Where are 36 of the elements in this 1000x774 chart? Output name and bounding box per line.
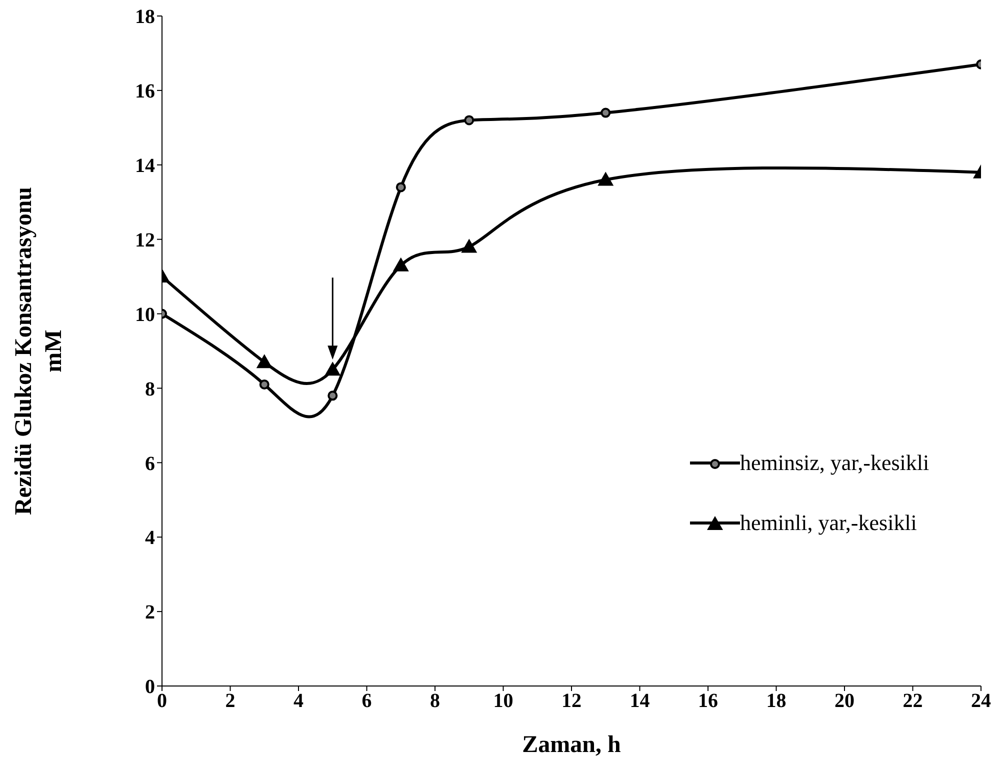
point [598,172,614,186]
point [324,362,341,376]
point [392,257,409,272]
x-tick-label: 10 [493,690,514,712]
y-tick-label: 18 [135,6,155,28]
y-axis-title: Rezidü Glukoz Konsantrasyonu mM [11,186,67,516]
x-tick-label: 8 [430,690,440,712]
point [600,108,611,118]
point [396,182,406,192]
x-axis-title: Zaman, h [522,732,621,758]
point [461,238,478,253]
x-tick-label: 16 [698,690,718,712]
x-tick-label: 22 [902,690,923,712]
point [328,390,338,401]
point [464,115,474,126]
x-tick-label: 6 [362,690,372,712]
x-tick-label: 12 [562,690,582,712]
y-tick-label: 14 [135,154,155,177]
x-tick-label: 18 [766,690,786,712]
y-tick-label: 8 [145,378,155,400]
y-tick-label: 12 [135,229,155,252]
y-tick-label: 16 [135,80,155,103]
x-tick-label: 20 [834,690,854,712]
legend-label: heminli, yar,-kesikli [740,510,917,536]
x-tick-label: 4 [294,690,304,712]
point [256,354,272,368]
x-tick-label: 24 [971,690,991,712]
y-tick-label: 10 [135,304,155,326]
y-tick-label: 0 [145,676,155,698]
y-tick-label: 2 [145,602,155,624]
x-tick-label: 14 [630,690,650,712]
legend-label: heminsiz, yar,-kesikli [740,450,930,476]
y-tick-label: 4 [145,527,155,550]
point [259,380,270,390]
y-tick-label: 6 [145,452,155,475]
x-tick-label: 2 [225,690,236,712]
